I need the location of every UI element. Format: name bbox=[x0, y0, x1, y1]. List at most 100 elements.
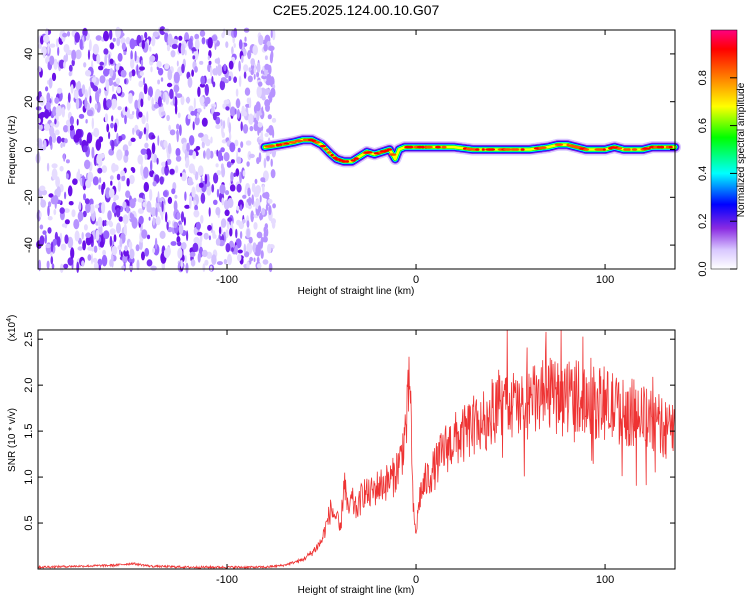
noise-blob bbox=[113, 98, 118, 109]
noise-blob bbox=[134, 99, 139, 110]
noise-blob bbox=[228, 122, 232, 134]
noise-blob bbox=[147, 95, 151, 101]
noise-blob bbox=[51, 263, 55, 270]
noise-blob bbox=[228, 75, 232, 82]
colorbar-ticks: 0.0 0.2 0.4 0.6 0.8 bbox=[697, 70, 737, 277]
ridge-peak bbox=[350, 159, 356, 162]
noise-blob bbox=[92, 176, 99, 186]
noise-blob bbox=[103, 219, 107, 227]
noise-blob bbox=[43, 34, 50, 44]
noise-blob bbox=[227, 197, 234, 209]
noise-blob bbox=[261, 106, 264, 114]
noise-blob bbox=[72, 178, 78, 185]
noise-blob bbox=[260, 238, 264, 249]
noise-blob bbox=[235, 98, 241, 109]
noise-blob bbox=[240, 121, 243, 132]
x-tick-label: 0 bbox=[413, 574, 419, 586]
noise-blob bbox=[75, 49, 82, 60]
noise-blob bbox=[236, 219, 241, 226]
noise-blob bbox=[99, 75, 106, 84]
noise-blob bbox=[164, 63, 170, 70]
noise-blob bbox=[106, 220, 109, 226]
noise-blob bbox=[98, 88, 102, 94]
noise-blob bbox=[243, 243, 246, 254]
noise-blob bbox=[41, 46, 47, 56]
noise-blob bbox=[67, 185, 73, 197]
noise-blob bbox=[39, 224, 44, 230]
noise-blob bbox=[53, 58, 58, 70]
noise-blob bbox=[235, 228, 238, 239]
noise-blob bbox=[108, 220, 113, 226]
noise-blob bbox=[236, 109, 240, 119]
noise-blob bbox=[256, 71, 260, 78]
noise-blob bbox=[91, 146, 95, 159]
noise-blob bbox=[48, 135, 53, 146]
noise-blob bbox=[184, 255, 187, 263]
noise-blob bbox=[250, 64, 255, 70]
noise-blob bbox=[247, 187, 251, 197]
noise-blob bbox=[268, 125, 274, 136]
noise-blob bbox=[230, 171, 234, 182]
noise-blob bbox=[159, 207, 162, 216]
noise-blob bbox=[256, 256, 260, 264]
noise-blob bbox=[229, 106, 236, 117]
noise-blob bbox=[85, 236, 92, 246]
noise-blob bbox=[156, 90, 162, 97]
noise-blob bbox=[82, 240, 86, 251]
noise-blob bbox=[260, 250, 264, 259]
noise-blob bbox=[145, 129, 149, 141]
noise-blob bbox=[51, 72, 57, 82]
noise-blob bbox=[108, 188, 115, 199]
noise-blob bbox=[263, 157, 267, 169]
snr-x-label: Height of straight line (km) bbox=[298, 585, 415, 596]
noise-blob bbox=[124, 245, 128, 252]
noise-blob bbox=[105, 79, 110, 91]
noise-blob bbox=[68, 71, 72, 77]
noise-blob bbox=[128, 113, 134, 120]
noise-blob bbox=[138, 131, 142, 140]
noise-blob bbox=[165, 94, 170, 105]
ridge-peak bbox=[326, 151, 332, 154]
noise-blob bbox=[264, 132, 269, 138]
noise-blob bbox=[76, 118, 79, 126]
x-tick-label: -100 bbox=[216, 574, 238, 586]
noise-blob bbox=[199, 96, 205, 104]
noise-blob bbox=[63, 44, 70, 53]
noise-blob bbox=[99, 177, 102, 184]
noise-blob bbox=[83, 224, 88, 231]
noise-blob bbox=[50, 122, 56, 127]
noise-blob bbox=[130, 137, 136, 142]
noise-blob bbox=[111, 253, 114, 264]
noise-blob bbox=[157, 79, 161, 85]
noise-blob bbox=[187, 76, 193, 88]
noise-blob bbox=[180, 95, 185, 106]
noise-blob bbox=[198, 182, 204, 188]
noise-blob bbox=[170, 50, 176, 58]
noise-blob bbox=[130, 58, 135, 69]
noise-blob bbox=[267, 198, 273, 204]
noise-blob bbox=[78, 113, 85, 119]
snr-frame bbox=[37, 329, 676, 570]
noise-blob bbox=[175, 93, 183, 98]
noise-blob bbox=[167, 196, 173, 204]
noise-blob bbox=[256, 263, 262, 269]
noise-blob bbox=[108, 131, 111, 140]
noise-blob bbox=[269, 52, 273, 64]
noise-blob bbox=[103, 30, 109, 42]
noise-blob bbox=[257, 122, 263, 128]
noise-blob bbox=[109, 68, 114, 77]
spectrogram-y-ticks: -40 -20 0 20 40 bbox=[23, 48, 675, 253]
noise-blob bbox=[211, 184, 215, 193]
noise-blob bbox=[143, 83, 148, 95]
noise-blob bbox=[39, 111, 46, 118]
noise-blob bbox=[94, 103, 98, 110]
noise-blob bbox=[68, 64, 73, 72]
noise-blob bbox=[246, 97, 250, 104]
noise-blob bbox=[67, 236, 74, 249]
noise-blob bbox=[180, 172, 183, 177]
noise-blob bbox=[95, 91, 100, 103]
noise-blob bbox=[231, 46, 234, 55]
noise-blob bbox=[200, 75, 206, 85]
noise-blob bbox=[83, 62, 87, 68]
noise-blob bbox=[122, 254, 128, 264]
